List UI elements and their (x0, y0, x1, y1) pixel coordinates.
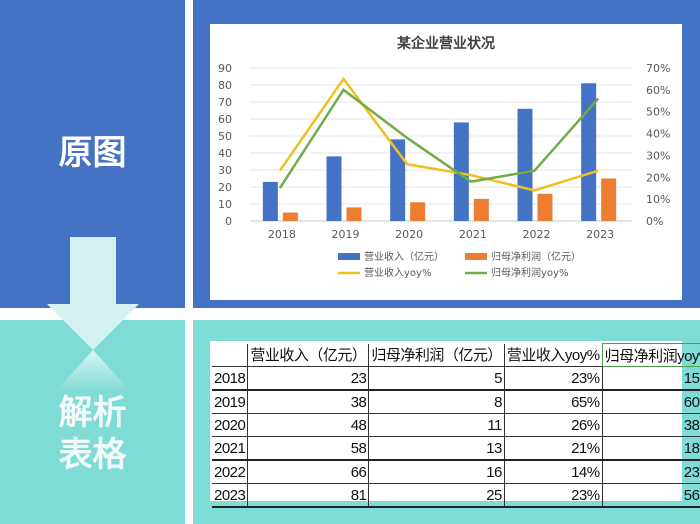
combo-chart: 某企业营业状况 0 10 20 30 40 50 60 70 80 90 0% 10% 20% 30% 40%… (218, 35, 670, 279)
line-series (278, 76, 599, 192)
year-cell: 2020 (212, 413, 248, 437)
table-cell: 18% (601, 436, 700, 461)
left-axis-tick: 90 (218, 62, 232, 75)
data-table: 营业收入（亿元）归母净利润（亿元）营业收入yoy%归母净利润yoy% 20182… (212, 343, 700, 508)
right-axis-tick: 20% (646, 171, 670, 184)
x-axis-tick: 2020 (395, 228, 423, 241)
table-cell: 66 (247, 460, 369, 484)
bar (346, 207, 362, 221)
table-cell: 48 (247, 413, 369, 437)
table-cell: 5 (368, 366, 505, 391)
bar (410, 202, 426, 221)
table-cell: 26% (503, 413, 603, 437)
x-axis-tick: 2019 (332, 228, 360, 241)
legend-label: 归母净利润yoy% (491, 266, 568, 279)
chart-title: 某企业营业状况 (397, 35, 495, 52)
year-cell: 2023 (212, 483, 248, 508)
table-cell: 60% (601, 390, 700, 414)
original-image-label: 原图 (58, 133, 127, 173)
table-cell: 23% (601, 460, 700, 484)
left-axis-tick: 40 (218, 147, 232, 160)
left-axis-tick: 0 (225, 215, 232, 228)
table-cell: 23 (247, 366, 369, 391)
right-axis-tick: 10% (646, 193, 670, 206)
table-cell: 23% (503, 366, 603, 391)
parsed-table-label: 解析 表格 (58, 393, 127, 475)
right-axis-tick: 40% (646, 128, 670, 141)
x-axis-tick: 2022 (523, 228, 551, 241)
table-header-cell: 归母净利润yoy% (601, 343, 700, 367)
legend-label: 营业收入yoy% (364, 266, 431, 279)
left-axis-tick: 60 (218, 113, 232, 126)
left-axis-tick: 80 (218, 79, 232, 92)
right-axis-tick: 60% (646, 84, 670, 97)
right-axis-tick: 70% (646, 62, 670, 75)
legend-swatch (338, 253, 360, 260)
table-header-row: 营业收入（亿元）归母净利润（亿元）营业收入yoy%归母净利润yoy% (212, 343, 700, 367)
bar (453, 122, 469, 221)
left-axis-tick: 50 (218, 130, 232, 143)
table-cell: 21% (503, 436, 603, 461)
table-header-cell: 归母净利润（亿元） (368, 343, 505, 367)
line-series (278, 88, 600, 189)
right-axis-tick: 30% (646, 149, 670, 162)
left-axis-tick: 30 (218, 164, 232, 177)
x-axis-tick: 2021 (459, 228, 487, 241)
year-cell: 2019 (212, 390, 248, 414)
left-axis-tick: 70 (218, 96, 232, 109)
table-cell: 38% (601, 413, 700, 437)
table-cell: 13 (368, 436, 505, 461)
bar (473, 198, 489, 221)
table-cell: 38 (247, 390, 369, 414)
table-corner-cell (212, 343, 248, 367)
year-cell: 2021 (212, 436, 248, 461)
table-cell: 23% (503, 483, 603, 508)
left-axis-tick: 20 (218, 181, 232, 194)
right-axis-tick: 50% (646, 106, 670, 119)
bar (390, 139, 406, 221)
bar (517, 108, 533, 221)
table-cell: 65% (503, 390, 603, 414)
table-cell: 58 (247, 436, 369, 461)
data-table-container: 营业收入（亿元）归母净利润（亿元）营业收入yoy%归母净利润yoy% 20182… (210, 341, 700, 508)
year-cell: 2018 (212, 366, 248, 391)
x-axis-tick: 2023 (586, 228, 614, 241)
table-cell: 15% (601, 366, 700, 391)
legend-label: 营业收入（亿元） (364, 250, 444, 263)
table-cell: 11 (368, 413, 505, 437)
table-cell: 16 (368, 460, 505, 484)
year-cell: 2022 (212, 460, 248, 484)
table-cell: 25 (368, 483, 505, 508)
bar (581, 83, 597, 221)
right-axis-tick: 0% (646, 215, 663, 228)
x-axis-tick: 2018 (268, 228, 296, 241)
chart: 某企业营业状况 0 10 20 30 40 50 60 70 80 90 0% 10% 20% 30% 40%… (210, 24, 682, 300)
bar (326, 156, 342, 221)
bar (262, 181, 278, 221)
table-header-cell: 营业收入（亿元） (247, 343, 369, 367)
table-header-cell: 营业收入yoy% (503, 343, 603, 367)
bar (282, 212, 298, 221)
bar (537, 193, 553, 221)
legend-swatch (465, 253, 487, 260)
table-cell: 81 (247, 483, 369, 508)
bar (601, 178, 617, 221)
legend-label: 归母净利润（亿元） (491, 250, 581, 263)
table-cell: 8 (368, 390, 505, 414)
table-cell: 56% (601, 483, 700, 508)
table-cell: 14% (503, 460, 603, 484)
left-axis-tick: 10 (218, 198, 232, 211)
